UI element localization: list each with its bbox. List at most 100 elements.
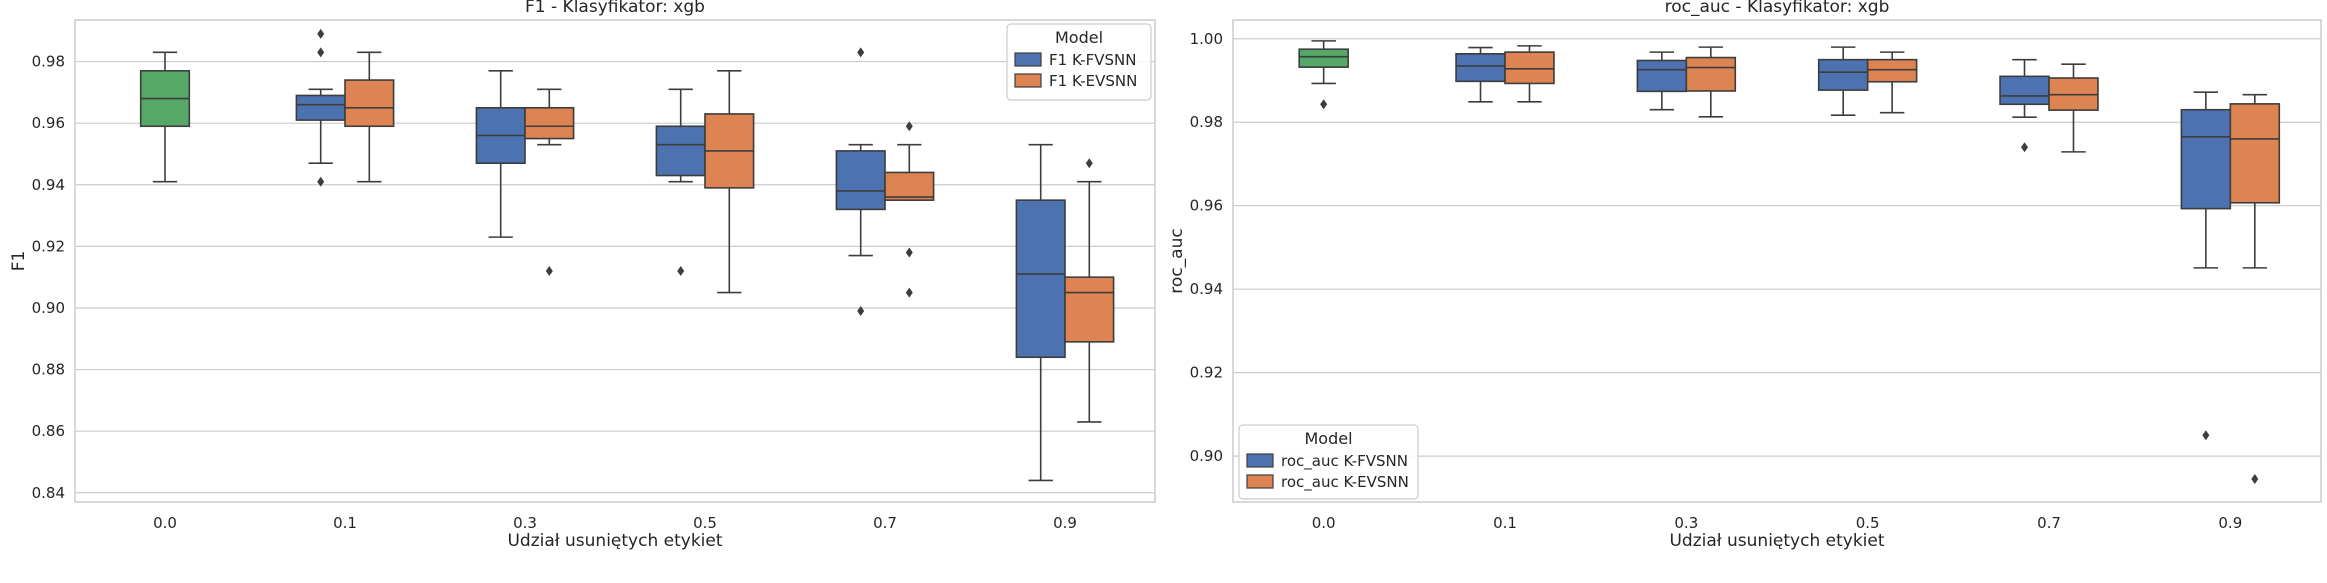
legend-swatch (1246, 474, 1274, 489)
y-ticks-roc-auc: 0.90 0.92 0.94 0.96 0.98 1.00 (1190, 30, 1223, 465)
box-plot (139, 51, 191, 183)
outlier-point (2021, 142, 2029, 153)
legend-swatch (1014, 73, 1042, 88)
grid-f1 (75, 60, 1155, 494)
box-iqr (1999, 75, 2050, 106)
legend-frame (1238, 424, 1419, 500)
outlier-point (1320, 99, 1328, 110)
y-tick-label: 0.90 (32, 299, 65, 317)
x-tick-label: 0.1 (333, 514, 357, 532)
box-iqr (295, 94, 346, 121)
box-iqr (655, 125, 706, 177)
box-iqr (344, 79, 395, 128)
y-tick-label: 0.92 (1190, 364, 1223, 382)
box-plot (295, 28, 346, 187)
y-tick-label: 0.98 (1190, 113, 1223, 131)
x-tick-label: 0.7 (873, 514, 897, 532)
box-iqr (1064, 276, 1115, 343)
y-tick-label: 0.94 (32, 176, 65, 194)
x-ticks-f1: 0.0 0.1 0.3 0.5 0.7 0.9 (153, 514, 1077, 532)
legend-f1: Model F1 K-FVSNN F1 K-EVSNN (1006, 23, 1152, 101)
y-axis-label-roc-auc: roc_auc (1167, 228, 1187, 293)
box-iqr (1866, 58, 1918, 83)
x-tick-label: 0.3 (1674, 514, 1698, 532)
x-tick-label: 0.9 (2218, 514, 2242, 532)
x-axis-label-f1: Udział usuniętych etykiet (507, 531, 722, 551)
x-tick-label: 0.7 (2037, 514, 2061, 532)
box-plot (475, 70, 526, 238)
box-iqr (1817, 58, 1869, 91)
box-plot (2229, 93, 2281, 485)
y-tick-label: 0.86 (32, 422, 65, 440)
box-plot (704, 70, 755, 294)
outlier-point (2251, 474, 2259, 485)
legend-title: Model (1055, 28, 1103, 47)
box-iqr (1455, 53, 1506, 83)
outlier-point (857, 47, 865, 58)
outlier-point (1085, 158, 1093, 169)
box-iqr (524, 106, 575, 140)
legend-label: F1 K-FVSNN (1049, 51, 1136, 69)
y-tick-label: 0.94 (1190, 280, 1223, 298)
box-iqr (1504, 51, 1555, 85)
box-iqr (2180, 108, 2232, 210)
box-iqr (1685, 56, 1737, 92)
outlier-point (857, 306, 865, 317)
box-iqr (835, 150, 886, 211)
x-tick-label: 0.0 (1312, 514, 1336, 532)
box-plot (884, 121, 935, 298)
box-plot (1685, 46, 1737, 118)
x-tick-label: 0.9 (1053, 514, 1077, 532)
box-iqr (884, 171, 935, 201)
boxes-roc-auc (1298, 40, 2281, 485)
y-axis-label-f1: F1 (9, 251, 29, 272)
panel-f1: 0.840.860.880.900.920.940.960.98 0.0 0.1 0… (9, 0, 1156, 551)
plot-area-f1 (74, 19, 1156, 503)
outlier-point (545, 266, 553, 277)
legend-swatch (1014, 52, 1042, 67)
y-tick-label: 0.84 (32, 484, 65, 502)
box-plot (1866, 51, 1918, 114)
plot-area-roc-auc (1232, 19, 2322, 503)
legend-swatch (1246, 453, 1274, 468)
box-plot (1636, 51, 1688, 111)
box-plot (835, 47, 886, 317)
box-iqr (1636, 59, 1688, 93)
box-plot (1455, 46, 1506, 103)
y-tick-label: 0.98 (32, 53, 65, 71)
box-iqr (2229, 103, 2281, 204)
y-tick-label: 0.96 (32, 114, 65, 132)
x-tick-label: 0.1 (1493, 514, 1517, 532)
box-plot (1999, 58, 2050, 153)
outlier-point (317, 47, 325, 58)
legend-label: roc_auc K-EVSNN (1281, 473, 1409, 492)
box-iqr (1015, 199, 1066, 359)
y-tick-label: 0.90 (1190, 447, 1223, 465)
x-tick-label: 0.5 (693, 514, 717, 532)
y-tick-label: 0.96 (1190, 197, 1223, 215)
panel-roc-auc: 0.90 0.92 0.94 0.96 0.98 1.00 0.0 0.1 0.3 0.5 0.7… (1167, 0, 2322, 551)
outlier-point (2202, 430, 2210, 441)
legend-label: roc_auc K-FVSNN (1281, 452, 1408, 471)
box-plot (1504, 45, 1555, 103)
box-iqr (1298, 48, 1349, 68)
chart-title-roc-auc: roc_auc - Klasyfikator: xgb (1665, 0, 1890, 17)
x-tick-label: 0.0 (153, 514, 177, 532)
box-plot (655, 88, 706, 277)
legend-title: Model (1304, 429, 1352, 448)
x-ticks-roc-auc: 0.0 0.1 0.3 0.5 0.7 0.9 (1312, 514, 2243, 532)
y-tick-label: 0.88 (32, 361, 65, 379)
box-plot (1015, 143, 1066, 482)
legend-frame (1006, 23, 1152, 101)
x-tick-label: 0.3 (513, 514, 537, 532)
box-plot (344, 51, 395, 183)
chart-title-f1: F1 - Klasyfikator: xgb (525, 0, 705, 17)
outlier-point (677, 266, 685, 277)
box-plot (1064, 158, 1115, 423)
outlier-point (905, 247, 913, 258)
outlier-point (317, 176, 325, 187)
box-plot (524, 88, 575, 277)
outlier-point (317, 28, 325, 39)
x-tick-label: 0.5 (1856, 514, 1880, 532)
